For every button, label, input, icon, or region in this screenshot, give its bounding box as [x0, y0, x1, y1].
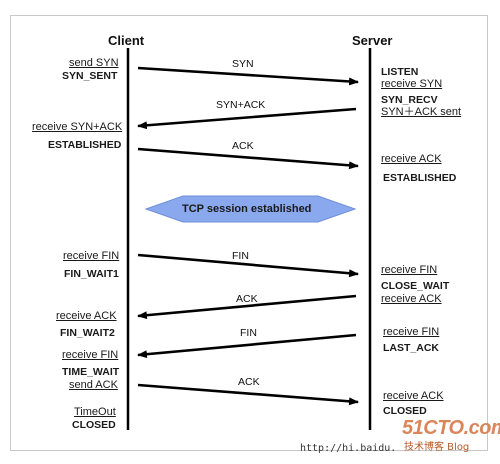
message-arrow-to-client [137, 107, 357, 130]
server-state-label: receive FIN [381, 264, 438, 276]
client-state-label: TimeOut [74, 406, 116, 418]
message-arrow-to-server [137, 253, 359, 278]
message-arrow-to-client [137, 294, 357, 320]
server-header: Server [352, 33, 393, 48]
client-state-label: send ACK [69, 379, 118, 391]
message-label: SYN+ACK [216, 99, 266, 111]
message-arrow-to-server [137, 147, 359, 170]
client-state-label: receive SYN+ACK [32, 121, 123, 133]
message-label: ACK [232, 140, 254, 152]
diagram-frame [10, 15, 488, 451]
server-state-label: receive ACK [381, 293, 442, 305]
server-state-label: receive SYN [381, 78, 443, 90]
message-label: ACK [236, 293, 258, 305]
server-state-label: ESTABLISHED [383, 172, 457, 184]
client-state-label: receive ACK [56, 310, 117, 322]
server-state-label: receive ACK [383, 390, 444, 402]
server-state-label: SYN＋ACK sent [381, 106, 462, 118]
server-state-label: SYN_RECV [381, 94, 438, 106]
server-state-label: receive FIN [383, 326, 440, 338]
client-state-label: receive FIN [62, 349, 119, 361]
message-label: FIN [240, 327, 257, 339]
client-state-label: TIME_WAIT [62, 366, 120, 378]
server-state-label: CLOSE_WAIT [381, 280, 450, 292]
message-label: ACK [238, 376, 260, 388]
message-label: FIN [232, 250, 249, 262]
message-arrow-to-client [137, 333, 357, 359]
server-state-label: receive ACK [381, 153, 442, 165]
watermark-url: http://hi.baidu.peng [300, 443, 397, 454]
client-state-label: send SYN [69, 57, 119, 69]
client-state-label: ESTABLISHED [48, 139, 122, 151]
watermark-logo: 51CTO.com [402, 417, 500, 439]
client-state-label: SYN_SENT [62, 70, 118, 82]
client-state-label: FIN_WAIT2 [60, 327, 115, 339]
server-state-label: LISTEN [381, 66, 419, 78]
session-band [144, 195, 357, 223]
watermark-sub: 技术博客 Blog [404, 442, 470, 453]
message-label: SYN [232, 58, 254, 70]
server-state-label: LAST_ACK [383, 342, 440, 354]
session-label: TCP session established [182, 203, 312, 215]
client-state-label: CLOSED [72, 419, 116, 431]
client-state-label: FIN_WAIT1 [64, 268, 119, 280]
server-state-label: CLOSED [383, 405, 427, 417]
client-state-label: receive FIN [63, 250, 120, 262]
message-arrow-to-server [137, 66, 359, 86]
client-header: Client [108, 33, 145, 48]
message-arrow-to-server [137, 383, 359, 406]
